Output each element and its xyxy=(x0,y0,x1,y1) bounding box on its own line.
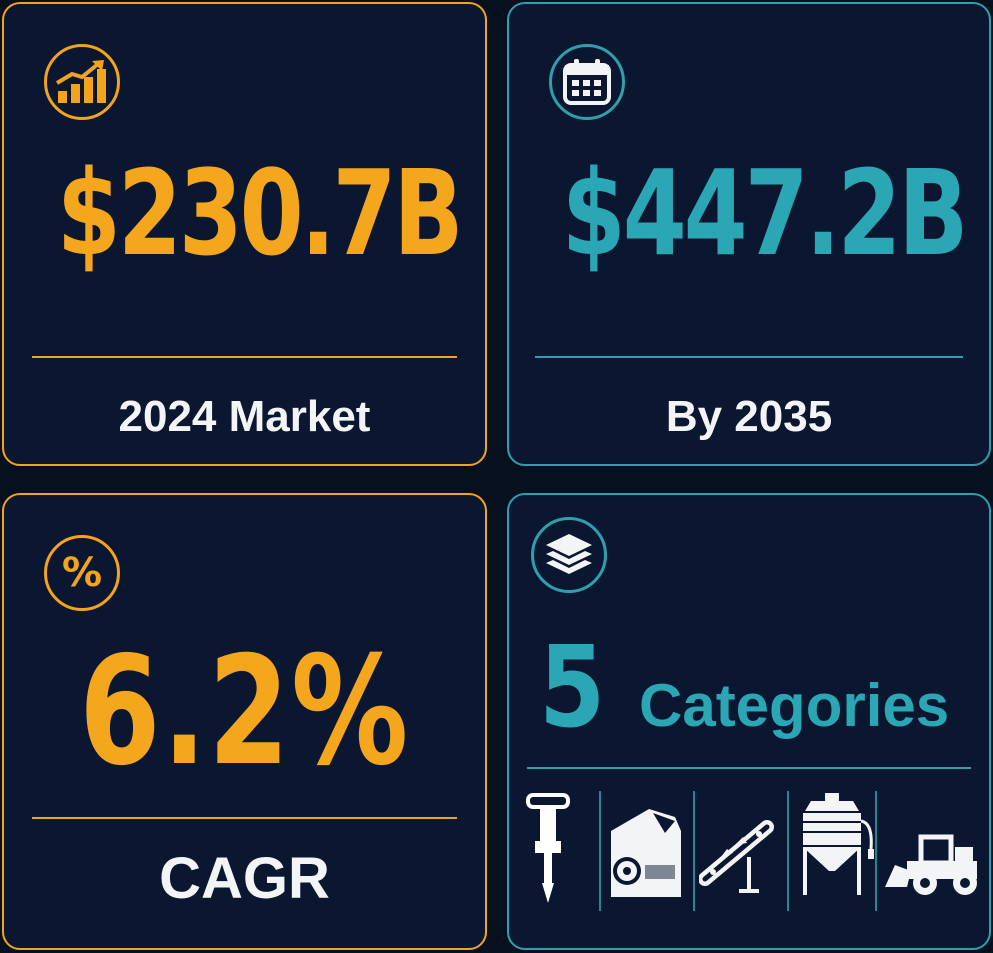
separator xyxy=(875,791,877,911)
silo-icon xyxy=(803,793,874,895)
forecast-label: By 2035 xyxy=(665,392,833,441)
conveyor-icon xyxy=(699,820,774,893)
percent-icon: % xyxy=(44,535,120,611)
divider xyxy=(535,356,963,358)
categories-card: 5 Categories xyxy=(507,493,991,950)
separator xyxy=(599,791,601,911)
separator xyxy=(787,791,789,911)
crusher-icon xyxy=(611,809,681,897)
calendar-icon xyxy=(549,44,625,120)
jackhammer-icon xyxy=(526,793,570,903)
wheel-loader-icon xyxy=(885,834,977,895)
divider xyxy=(32,356,457,358)
growth-chart-icon xyxy=(44,44,120,120)
categories-label: Categories xyxy=(639,672,950,739)
category-count: 5 xyxy=(539,623,606,753)
separator xyxy=(693,791,695,911)
divider xyxy=(32,817,457,819)
forecast-value: $447.2B xyxy=(561,144,969,282)
cagr-label: CAGR xyxy=(159,846,330,911)
layers-icon xyxy=(531,517,607,593)
forecast-card: $447.2B By 2035 xyxy=(507,2,991,466)
cagr-value: 6.2% xyxy=(79,625,410,799)
market-label: 2024 Market xyxy=(118,392,371,441)
market-value: $230.7B xyxy=(56,144,464,282)
market-size-card: $230.7B 2024 Market xyxy=(2,2,487,466)
cagr-card: % 6.2% CAGR xyxy=(2,493,487,950)
divider xyxy=(527,767,971,769)
